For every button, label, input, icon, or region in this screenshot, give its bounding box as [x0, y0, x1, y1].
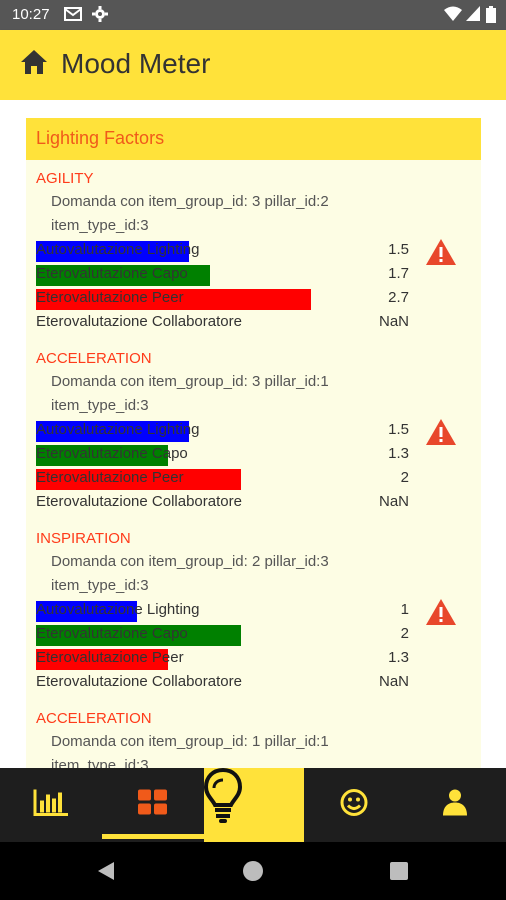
score-label: Eterovalutazione Collaboratore — [36, 673, 242, 690]
warning-icon — [425, 418, 457, 451]
factor-section: ACCELERATION Domanda con item_group_id: … — [26, 710, 481, 768]
score-bar — [36, 469, 241, 490]
warning-icon — [425, 238, 457, 271]
score-value: 1.3 — [388, 445, 409, 462]
score-row: Eterovalutazione Collaboratore NaN — [36, 310, 471, 334]
score-row: Autovalutazione Lighting 1 — [36, 598, 471, 622]
signal-icon — [466, 6, 480, 27]
score-label: Autovalutazione Lighting — [36, 421, 200, 438]
section-title: ACCELERATION — [36, 710, 152, 727]
score-row: Eterovalutazione Capo 1.3 — [36, 442, 471, 466]
score-value: 1.5 — [388, 241, 409, 258]
score-value: 2 — [400, 625, 409, 642]
section-title: ACCELERATION — [36, 350, 152, 367]
score-value: NaN — [378, 493, 409, 510]
main-content: Lighting Factors AGILITY Domanda con ite… — [0, 100, 506, 768]
settings-icon — [92, 6, 108, 27]
nav-item-profile[interactable] — [404, 768, 506, 842]
score-row: Autovalutazione Lighting 1.5 — [36, 418, 471, 442]
card-header: Lighting Factors — [26, 118, 481, 160]
score-row: Eterovalutazione Capo 1.7 — [36, 262, 471, 286]
score-bar — [36, 601, 137, 622]
score-value: 1.5 — [388, 421, 409, 438]
score-label: Eterovalutazione Peer — [36, 289, 184, 306]
score-bar — [36, 289, 311, 310]
selected-tab-indicator — [102, 834, 204, 839]
battery-icon — [486, 6, 496, 28]
wifi-icon — [444, 6, 462, 27]
score-rows: Autovalutazione Lighting 1.5 Eterovaluta… — [36, 238, 471, 334]
score-value: 1.3 — [388, 649, 409, 666]
status-time: 10:27 — [12, 6, 50, 23]
score-bar — [36, 241, 189, 262]
score-value: 2 — [400, 469, 409, 486]
score-bar — [36, 625, 241, 646]
back-icon[interactable] — [96, 861, 116, 886]
grid-icon — [138, 789, 168, 821]
nav-item-mood[interactable] — [304, 768, 404, 842]
nav-item-grid[interactable] — [102, 768, 204, 842]
score-label: Eterovalutazione Collaboratore — [36, 313, 242, 330]
bottom-nav — [0, 767, 506, 842]
score-bar — [36, 421, 189, 442]
score-value: 2.7 — [388, 289, 409, 306]
score-rows: Autovalutazione Lighting 1.5 Eterovaluta… — [36, 418, 471, 514]
page-title: Mood Meter — [61, 48, 211, 79]
chart-icon — [33, 789, 69, 822]
score-bar — [36, 649, 168, 670]
score-value: NaN — [378, 313, 409, 330]
section-title: AGILITY — [36, 170, 94, 187]
section-question: Domanda con item_group_id: 1 pillar_id:1… — [51, 733, 329, 768]
score-row: Eterovalutazione Collaboratore NaN — [36, 490, 471, 514]
warning-icon — [425, 598, 457, 631]
nav-item-stats[interactable] — [0, 768, 102, 842]
person-icon — [442, 789, 468, 822]
score-label: Eterovalutazione Peer — [36, 469, 184, 486]
score-rows: Autovalutazione Lighting 1 Eterovalutazi… — [36, 598, 471, 694]
recents-icon[interactable] — [390, 862, 408, 885]
home-icon[interactable] — [20, 49, 48, 80]
score-value: 1 — [400, 601, 409, 618]
score-label: Eterovalutazione Peer — [36, 649, 184, 666]
gmail-icon — [64, 6, 82, 27]
score-value: NaN — [378, 673, 409, 690]
section-question: Domanda con item_group_id: 3 pillar_id:2… — [51, 193, 329, 234]
lighting-factors-card: Lighting Factors AGILITY Domanda con ite… — [26, 118, 481, 768]
home-button-icon[interactable] — [242, 860, 264, 887]
smiley-icon — [340, 789, 368, 822]
score-row: Eterovalutazione Peer 2 — [36, 466, 471, 490]
factor-section: INSPIRATION Domanda con item_group_id: 2… — [26, 530, 481, 694]
score-label: Autovalutazione Lighting — [36, 241, 200, 258]
score-row: Eterovalutazione Peer 2.7 — [36, 286, 471, 310]
score-bar — [36, 265, 210, 286]
nav-item-lighting[interactable] — [203, 767, 304, 842]
score-label: Eterovalutazione Capo — [36, 445, 188, 462]
factor-section: ACCELERATION Domanda con item_group_id: … — [26, 350, 481, 514]
score-bar — [36, 445, 168, 466]
lightbulb-icon — [203, 767, 243, 828]
status-bar: 10:27 — [0, 0, 506, 30]
score-row: Eterovalutazione Peer 1.3 — [36, 646, 471, 670]
score-row: Eterovalutazione Capo 2 — [36, 622, 471, 646]
section-question: Domanda con item_group_id: 2 pillar_id:3… — [51, 553, 329, 594]
system-nav-bar — [0, 842, 506, 900]
score-row: Autovalutazione Lighting 1.5 — [36, 238, 471, 262]
score-label: Eterovalutazione Collaboratore — [36, 493, 242, 510]
factor-section: AGILITY Domanda con item_group_id: 3 pil… — [26, 170, 481, 334]
score-label: Eterovalutazione Capo — [36, 625, 188, 642]
score-label: Eterovalutazione Capo — [36, 265, 188, 282]
score-value: 1.7 — [388, 265, 409, 282]
score-row: Eterovalutazione Collaboratore NaN — [36, 670, 471, 694]
section-question: Domanda con item_group_id: 3 pillar_id:1… — [51, 373, 329, 414]
section-title: INSPIRATION — [36, 530, 131, 547]
score-label: Autovalutazione Lighting — [36, 601, 200, 618]
app-bar: Mood Meter — [0, 30, 506, 100]
